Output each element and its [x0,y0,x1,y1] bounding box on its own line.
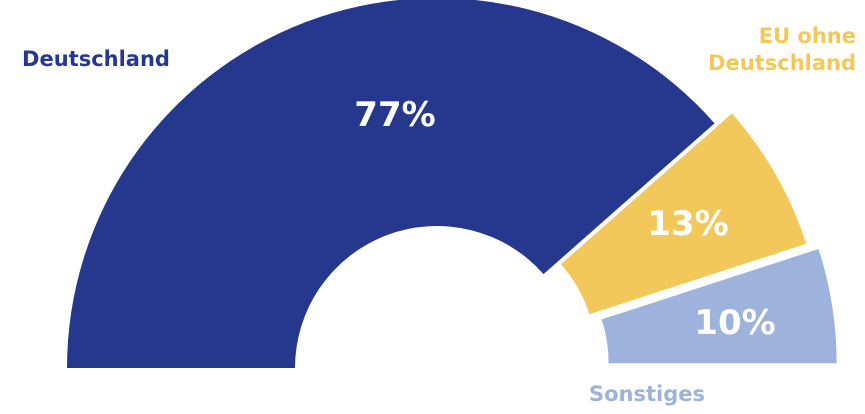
category-label-line: EU ohne [759,24,856,48]
category-label-line: Sonstiges [589,382,705,406]
slice-sonstiges [601,248,837,364]
category-label-eu-ohne-deutschland: EU ohne Deutschland [708,24,856,75]
category-label-deutschland: Deutschland [22,47,170,71]
category-label-line: Deutschland [708,51,856,75]
category-label-sonstiges: Sonstiges [589,382,705,406]
slice-eu-ohne-deutschland [560,113,807,315]
value-label-deutschland: 77% [354,95,435,135]
value-label-eu-ohne-deutschland: 13% [647,204,728,244]
labels: 77% Deutschland 13% EU ohne Deutschland 10% So… [22,24,856,406]
category-label-line: Deutschland [22,47,170,71]
value-label-sonstiges: 10% [694,303,775,343]
slices [67,0,837,368]
slice-deutschland [67,0,715,368]
